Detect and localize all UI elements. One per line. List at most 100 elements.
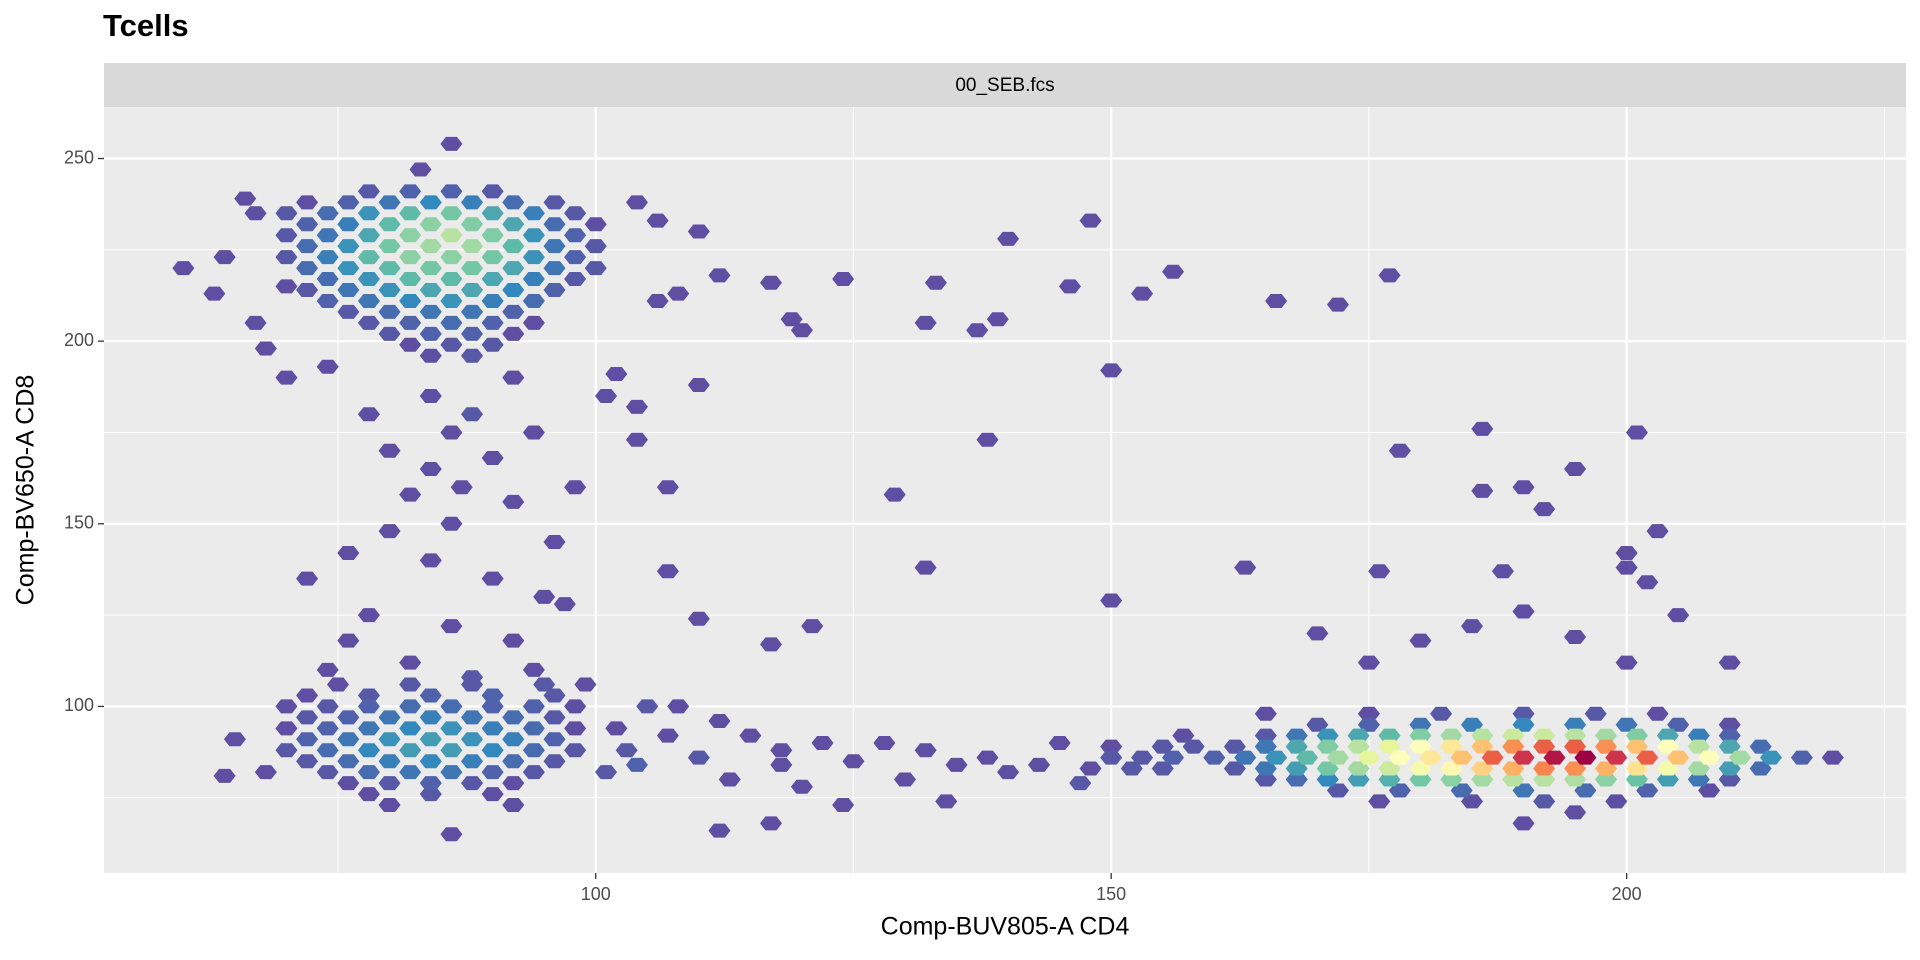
hexbin xyxy=(1512,717,1535,732)
hexbin xyxy=(1749,739,1772,754)
hexbin xyxy=(522,272,545,287)
hexbin xyxy=(1285,772,1308,787)
hexbin xyxy=(1656,772,1679,787)
hexbin xyxy=(1100,593,1123,608)
hexbin xyxy=(584,239,607,254)
hexbin xyxy=(378,443,401,458)
hexbin xyxy=(770,743,793,758)
hexbin xyxy=(1646,524,1669,539)
hexbin xyxy=(522,228,545,243)
hexbin xyxy=(564,721,587,736)
hexbin xyxy=(1615,560,1638,575)
hexbin xyxy=(296,217,319,232)
hexbin xyxy=(1368,564,1391,579)
hexbin xyxy=(1388,443,1411,458)
hexbin xyxy=(543,732,566,747)
hexbin xyxy=(337,546,360,561)
y-tick-label: 200 xyxy=(64,330,94,350)
x-tick-label: 100 xyxy=(581,884,611,904)
hexbin xyxy=(1615,655,1638,670)
hexbin xyxy=(399,721,422,736)
hexbin xyxy=(316,699,339,714)
hexbin xyxy=(1595,739,1618,754)
hexbin xyxy=(316,228,339,243)
hexbin xyxy=(440,699,463,714)
hexbin xyxy=(1595,772,1618,787)
hexbin xyxy=(1100,739,1123,754)
hexbin xyxy=(296,195,319,210)
hexbin xyxy=(1285,739,1308,754)
strip xyxy=(104,63,1906,107)
hexbin xyxy=(1564,761,1587,776)
hexbin xyxy=(1625,772,1648,787)
hexbin xyxy=(1285,728,1308,743)
hexbin xyxy=(646,213,669,228)
hexbin xyxy=(461,217,484,232)
hexbin xyxy=(1151,761,1174,776)
hexbin xyxy=(399,250,422,265)
hexbin xyxy=(502,754,525,769)
hexbin xyxy=(502,195,525,210)
hexbin xyxy=(564,206,587,221)
x-axis-label: Comp-BUV805-A CD4 xyxy=(881,913,1130,941)
hexbin xyxy=(461,776,484,791)
hexbin xyxy=(481,206,504,221)
hexbin xyxy=(357,184,380,199)
hexbin xyxy=(1512,706,1535,721)
hexbin xyxy=(1265,750,1288,765)
hexbin xyxy=(543,195,566,210)
x-tick-label: 150 xyxy=(1096,884,1126,904)
hexbin xyxy=(440,743,463,758)
hexbin xyxy=(522,765,545,780)
hexbin xyxy=(399,272,422,287)
hexbin xyxy=(1347,728,1370,743)
hexbin xyxy=(1636,575,1659,590)
y-tick-label: 150 xyxy=(64,513,94,533)
hexbin xyxy=(1409,717,1432,732)
hexbin xyxy=(780,312,803,327)
hexbin xyxy=(357,787,380,802)
hexbin xyxy=(1646,706,1669,721)
hexbin xyxy=(203,286,226,301)
hexbin xyxy=(440,425,463,440)
hexbin xyxy=(481,337,504,352)
hexbin xyxy=(656,480,679,495)
hexbin xyxy=(1564,461,1587,476)
hexbin xyxy=(1595,728,1618,743)
hexbin xyxy=(1409,761,1432,776)
hexbin xyxy=(419,326,442,341)
hexbin xyxy=(450,480,473,495)
hexbin xyxy=(1326,783,1349,798)
hexbin xyxy=(357,228,380,243)
hexbin xyxy=(481,699,504,714)
hexbin xyxy=(914,560,937,575)
hexbin xyxy=(481,184,504,199)
hexbin xyxy=(357,699,380,714)
hexbin xyxy=(1357,706,1380,721)
hexbin xyxy=(481,315,504,330)
hexbin xyxy=(419,388,442,403)
hexbin xyxy=(1234,750,1257,765)
hexbin xyxy=(357,293,380,308)
hexbin xyxy=(584,261,607,276)
hexbin xyxy=(440,293,463,308)
hexbin xyxy=(1605,750,1628,765)
hexbin xyxy=(275,743,298,758)
hexbin xyxy=(1316,728,1339,743)
hexbin xyxy=(378,776,401,791)
hexbin xyxy=(1533,502,1556,517)
hexbin xyxy=(1471,772,1494,787)
hexbin xyxy=(1357,717,1380,732)
hexbin xyxy=(1718,739,1741,754)
hexbin xyxy=(296,283,319,298)
hexbin xyxy=(564,272,587,287)
hexbin xyxy=(1409,633,1432,648)
hexbin xyxy=(1718,728,1741,743)
hexbin xyxy=(399,655,422,670)
hexbin xyxy=(481,451,504,466)
hexbin xyxy=(667,699,690,714)
hexbin xyxy=(502,217,525,232)
hexbin xyxy=(461,261,484,276)
hexbin xyxy=(770,757,793,772)
hexbin xyxy=(316,359,339,374)
